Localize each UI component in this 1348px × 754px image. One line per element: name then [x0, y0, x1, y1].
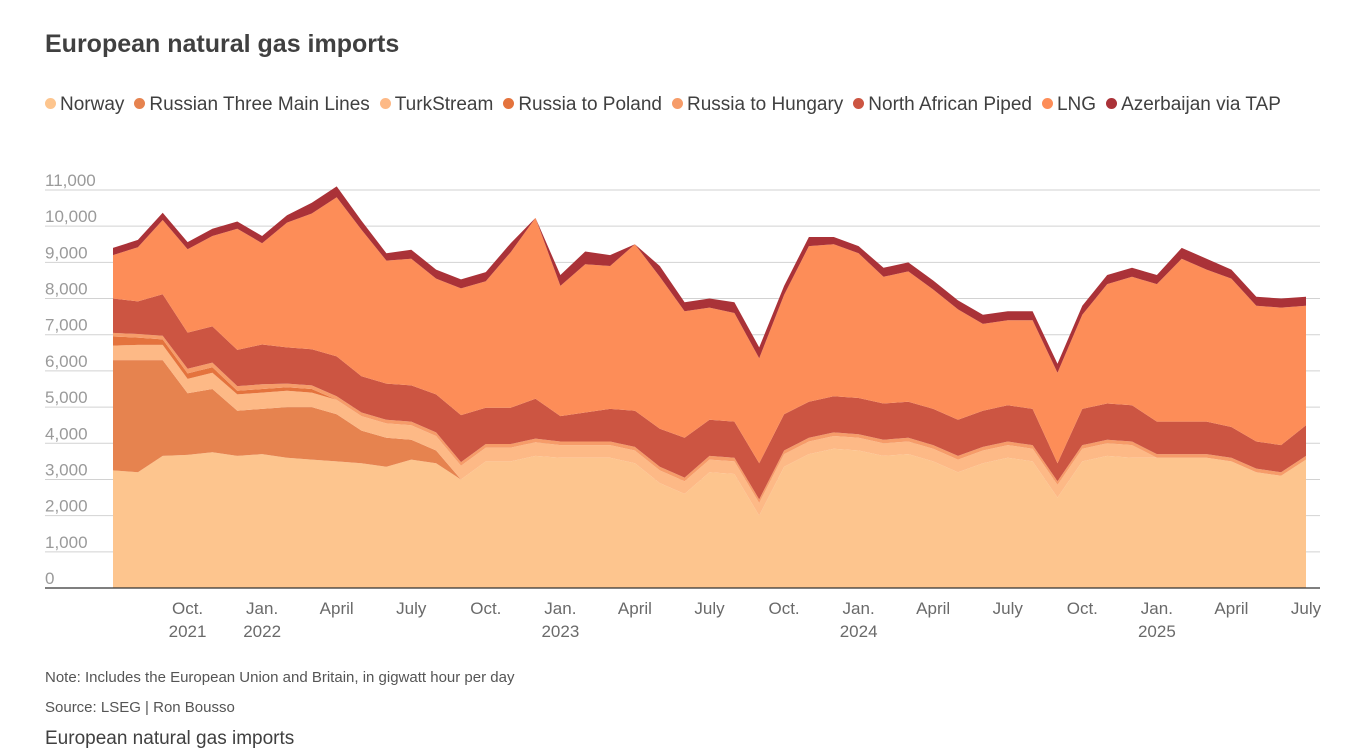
- x-tick-label: Jan.: [843, 599, 875, 618]
- legend-swatch-norway: [45, 98, 56, 109]
- legend-item-norway: Norway: [45, 88, 124, 122]
- legend-label-lng: LNG: [1056, 94, 1097, 115]
- x-tick-label: Jan.: [1141, 599, 1173, 618]
- legend-swatch-lng: [1041, 98, 1053, 109]
- y-tick-label: 8,000: [45, 280, 88, 299]
- y-tick-label: 6,000: [45, 352, 88, 371]
- x-tick-label: July: [694, 599, 725, 618]
- y-tick-label: 11,000: [45, 171, 96, 190]
- y-tick-label: 10,000: [45, 207, 97, 226]
- legend-swatch-russia-to-poland: [503, 98, 515, 109]
- x-tick-label: April: [618, 599, 652, 618]
- legend-label-azerbaijan-via-tap: Azerbaijan via TAP: [1121, 94, 1281, 115]
- chart-title: European natural gas imports: [45, 30, 400, 58]
- legend-label-turkstream: TurkStream: [394, 94, 494, 115]
- area-russian-three-main-lines: [113, 360, 1306, 516]
- x-tick-label: Oct.: [1067, 599, 1098, 618]
- y-tick-label: 5,000: [45, 388, 88, 407]
- legend-label-russia-to-poland: Russia to Poland: [518, 94, 662, 115]
- legend-swatch-north-african-piped: [853, 98, 865, 109]
- y-tick-label: 0: [45, 569, 54, 588]
- legend-swatch-russia-to-hungary: [671, 98, 683, 109]
- x-tick-label: Oct.: [470, 599, 501, 618]
- x-tick-year-label: 2024: [840, 622, 878, 641]
- footer-title: European natural gas imports: [45, 728, 295, 749]
- x-tick-label: July: [1291, 599, 1322, 618]
- y-tick-label: 9,000: [45, 243, 88, 262]
- y-tick-label: 1,000: [45, 533, 88, 552]
- y-tick-label: 2,000: [45, 497, 88, 516]
- x-tick-label: July: [993, 599, 1024, 618]
- legend-label-norway: Norway: [60, 94, 125, 115]
- legend-item-north-african-piped: North African Piped: [853, 88, 1032, 122]
- x-tick-label: July: [396, 599, 427, 618]
- area-north-african-piped: [113, 294, 1306, 500]
- x-tick-label: Jan.: [544, 599, 576, 618]
- legend-swatch-turkstream: [379, 98, 391, 109]
- legend-item-lng: LNG: [1041, 88, 1097, 122]
- legend-item-russia-to-hungary: Russia to Hungary: [671, 88, 844, 122]
- chart-note: Note: Includes the European Union and Br…: [45, 669, 515, 686]
- y-tick-label: 4,000: [45, 424, 88, 443]
- x-tick-year-label: 2023: [541, 622, 579, 641]
- x-tick-label: Oct.: [172, 599, 203, 618]
- y-tick-label: 7,000: [45, 316, 88, 335]
- chart-source: Source: LSEG | Ron Bousso: [45, 699, 235, 716]
- legend-label-russia-to-hungary: Russia to Hungary: [686, 94, 844, 115]
- legend-swatch-russian-three-main-lines: [134, 98, 146, 109]
- area-lng: [113, 197, 1306, 464]
- area-norway: [113, 448, 1306, 588]
- chart-legend: Norway Russian Three Main Lines TurkStream…: [45, 88, 1325, 122]
- legend-item-russian-three-main-lines: Russian Three Main Lines: [134, 88, 370, 122]
- legend-item-russia-to-poland: Russia to Poland: [503, 88, 662, 122]
- legend-swatch-azerbaijan-via-tap: [1106, 98, 1118, 109]
- legend-label-russian-three-main-lines: Russian Three Main Lines: [149, 94, 370, 115]
- y-tick-label: 3,000: [45, 460, 88, 479]
- legend-item-azerbaijan-via-tap: Azerbaijan via TAP: [1106, 88, 1281, 122]
- x-tick-label: April: [916, 599, 950, 618]
- x-tick-label: April: [320, 599, 354, 618]
- x-tick-year-label: 2021: [169, 622, 207, 641]
- legend-label-north-african-piped: North African Piped: [868, 94, 1032, 115]
- x-tick-year-label: 2025: [1138, 622, 1176, 641]
- x-tick-label: April: [1214, 599, 1248, 618]
- x-tick-label: Jan.: [246, 599, 278, 618]
- legend-item-turkstream: TurkStream: [379, 88, 494, 122]
- x-tick-label: Oct.: [768, 599, 799, 618]
- x-tick-year-label: 2022: [243, 622, 281, 641]
